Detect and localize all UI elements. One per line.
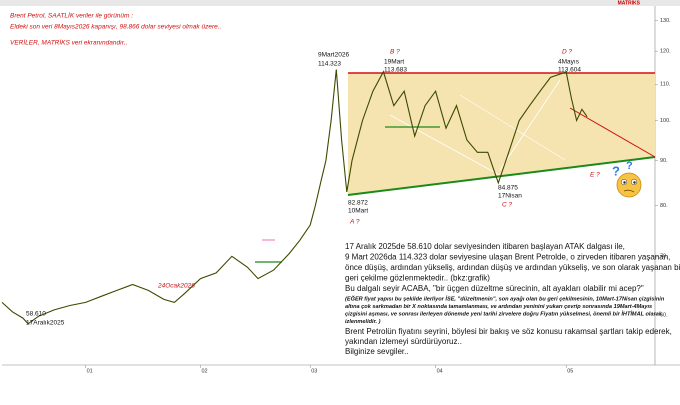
svg-text:?: ? [612, 163, 620, 178]
annotation: 17Aralık2025 [26, 320, 65, 327]
annotation: 24Ocak2026 [157, 283, 195, 290]
note: izlenmelidir. ) [345, 319, 381, 325]
x-tick-label: 03 [311, 368, 317, 374]
annotation: 114.323 [318, 61, 341, 68]
inner-line [459, 94, 566, 161]
annotation: 10Mart [348, 208, 368, 215]
header-note: Eldeki son veri 8Mayıs2026 kapanışı, 98.… [10, 24, 222, 31]
commentary: Bu dalgalı seyir ACABA, "bir üçgen düzel… [345, 284, 644, 293]
header-note: Brent Petrol, SAATLİK veriler ile görünü… [10, 12, 133, 20]
note: çizgisini aşması, ve sonrası ilerleyen d… [345, 310, 663, 317]
closing: yakından izlemeyi sürdürüyoruz.. [345, 337, 462, 346]
thinking-face: ? ? [612, 160, 642, 198]
commentary: geri çekilme gözlenmektedir.. (bkz:grafi… [345, 274, 490, 283]
y-tick-label: 120. [660, 49, 671, 55]
y-tick-label: 80. [660, 203, 668, 209]
y-tick-label: 130. [660, 18, 671, 24]
annotation: 17Nisan [498, 193, 522, 200]
closing: Brent Petrolün fiyatını seyrini, böylesi… [345, 327, 672, 336]
x-tick-label: 04 [437, 368, 443, 374]
y-tick-label: 90. [660, 158, 668, 164]
annotation: C ? [502, 202, 513, 209]
triangle-fill [348, 73, 655, 195]
inner-line [389, 114, 506, 179]
annotation: 82.872 [348, 200, 368, 207]
commentary: önce düşüş, ardından yükseliş, ardından … [345, 263, 680, 272]
projection-line [569, 107, 656, 158]
annotation: 9Mart2026 [318, 52, 349, 59]
commentary: 17 Aralık 2025de 58.610 dolar seviyesind… [345, 242, 625, 251]
note: (EĞER fiyat yapısı bu şekilde ilerliyor … [345, 294, 665, 302]
y-tick-label: 60. [660, 312, 668, 318]
closing: Bilginize sevgiler.. [345, 347, 409, 356]
x-tick-label: 01 [87, 368, 93, 374]
inner-line [499, 79, 561, 171]
logo: MATRİKS [618, 0, 641, 6]
note: altına çok sarkmadan bir X noktasında ta… [345, 304, 652, 310]
x-tick-label: 02 [202, 368, 208, 374]
annotation: B ? [390, 49, 400, 56]
annotation: D ? [562, 49, 573, 56]
y-tick-label: 100. [660, 118, 671, 124]
annotation: 113.683 [384, 67, 407, 74]
y-tick-label: 110. [660, 82, 671, 88]
svg-text:?: ? [626, 160, 633, 172]
header-note: VERİLER, MATRİKS veri ekranındandır.. [10, 39, 128, 47]
annotation: 84.875 [498, 185, 518, 192]
annotation: E ? [590, 172, 600, 179]
support-line [347, 156, 656, 196]
x-tick-label: 05 [567, 368, 573, 374]
annotation: 58.610 [26, 311, 46, 318]
commentary: 9 Mart 2026da 114.323 dolar seviyesine u… [345, 253, 670, 262]
price-line [1, 69, 588, 325]
annotation: 19Mart [384, 59, 404, 66]
annotation: 4Mayıs [558, 59, 580, 66]
toolbar [0, 0, 680, 6]
annotation: A ? [349, 219, 360, 226]
annotation: 113.604 [558, 67, 581, 74]
y-tick-label: 70. [660, 254, 668, 260]
